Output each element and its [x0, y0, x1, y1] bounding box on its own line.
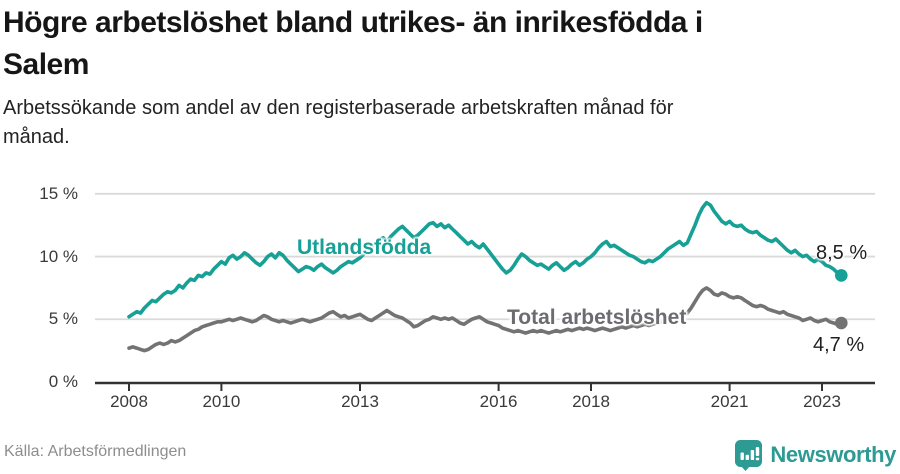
y-tick-label: 15 %: [39, 183, 78, 203]
x-tick-label: 2021: [710, 392, 749, 411]
end-value-label-total: 4,7 %: [813, 334, 865, 356]
data-lines: [127, 200, 848, 353]
newsworthy-logo[interactable]: Newsworthy: [734, 438, 896, 471]
x-tick-label: 2016: [479, 392, 518, 411]
x-tick-label: 2008: [110, 392, 148, 411]
end-point-total: [835, 316, 848, 330]
page-title: Högre arbetslöshet bland utrikes- än inr…: [3, 2, 703, 86]
end-value-label-utlandsfodda: 8,5 %: [816, 242, 868, 264]
y-tick-label: 10 %: [39, 246, 78, 266]
x-tick-label: 2010: [202, 392, 241, 411]
subtitle-line-2: månad.: [3, 126, 70, 148]
data-line-utlandsfodda: [127, 200, 844, 319]
x-axis: [95, 381, 875, 391]
end-point-utlandsfodda: [835, 269, 848, 282]
title-line-2: Salem: [3, 48, 89, 81]
subtitle-line-1: Arbetssökande som andel av den registerb…: [3, 97, 674, 119]
brand-name: Newsworthy: [770, 441, 896, 467]
bar-chart-pin-icon: [734, 439, 763, 471]
y-tick-label: 0 %: [48, 372, 78, 391]
x-tick-label: 2018: [572, 392, 610, 411]
y-tick-label: 5 %: [48, 309, 78, 329]
title-line-1: Högre arbetslöshet bland utrikes- än inr…: [3, 6, 703, 39]
x-tick-label: 2023: [803, 392, 841, 411]
data-line-total: [127, 286, 844, 353]
series-label-utlandsfodda: Utlandsfödda: [297, 236, 432, 259]
x-tick-label: 2013: [341, 392, 379, 411]
series-label-total-arbetsloshet: Total arbetslöshet: [507, 306, 687, 329]
source-attribution: Källa: Arbetsförmedlingen: [4, 443, 187, 460]
gridlines: [95, 192, 875, 321]
chart-subtitle: Arbetssökande som andel av den registerb…: [3, 94, 673, 152]
